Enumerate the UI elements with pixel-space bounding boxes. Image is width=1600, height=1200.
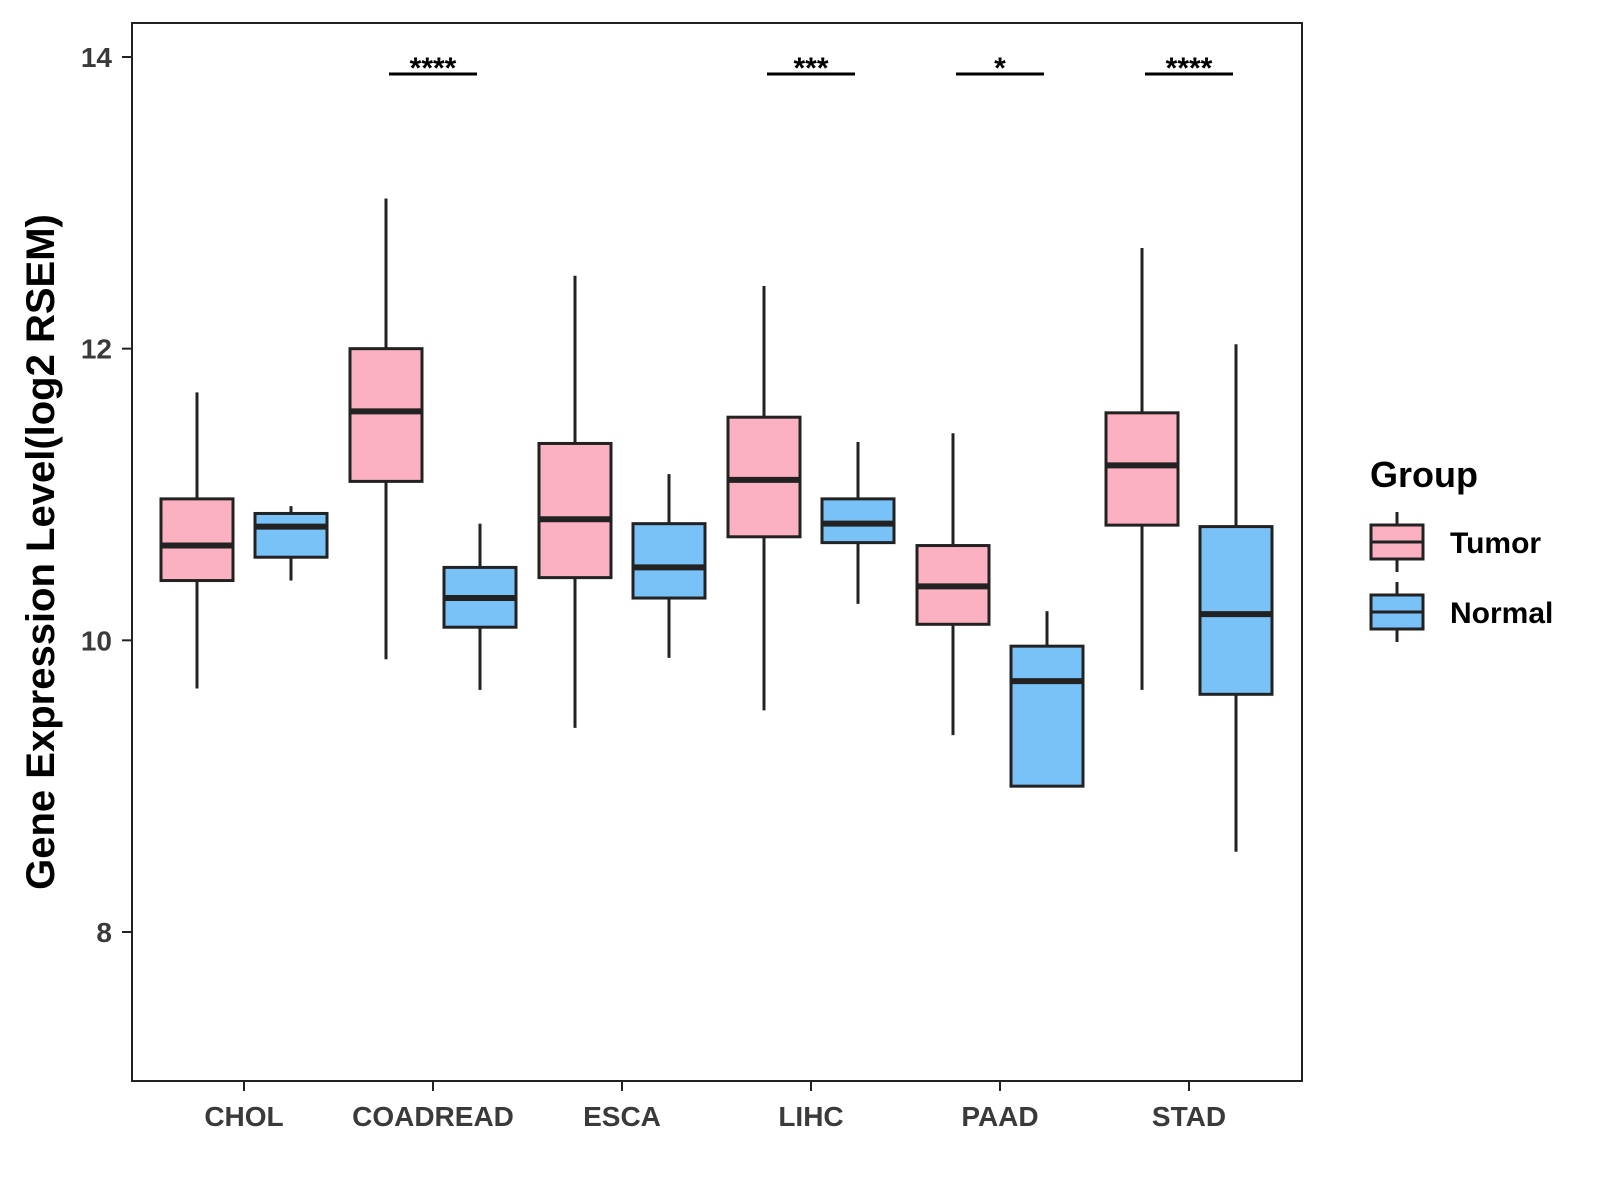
y-axis: 8 10 12 14 xyxy=(81,42,132,948)
box-layer xyxy=(159,198,1274,852)
legend-title: Group xyxy=(1370,454,1478,495)
box-iqr xyxy=(1009,644,1085,788)
y-tick-label: 10 xyxy=(81,625,112,656)
significance-label: * xyxy=(994,52,1006,85)
y-tick-label: 12 xyxy=(81,334,112,365)
box-normal-chol xyxy=(253,506,329,581)
significance-label: **** xyxy=(410,52,457,85)
box-iqr xyxy=(1104,411,1180,527)
box-iqr xyxy=(253,511,329,559)
box-tumor-coadread xyxy=(348,198,424,660)
box-tumor-esca xyxy=(537,275,613,728)
legend-item-tumor: Tumor xyxy=(1369,512,1541,572)
significance-annotations: **** *** * **** xyxy=(389,52,1233,85)
legend-label: Normal xyxy=(1450,597,1553,630)
y-tick-label: 8 xyxy=(96,917,112,948)
significance-label: *** xyxy=(793,52,828,85)
box-normal-coadread xyxy=(442,523,518,690)
y-axis-title: Gene Expression Level(log2 RSEM) xyxy=(19,214,63,890)
legend-label: Tumor xyxy=(1450,527,1541,560)
box-tumor-stad xyxy=(1104,248,1180,690)
x-tick-label: ESCA xyxy=(583,1101,661,1132)
x-tick-label: CHOL xyxy=(204,1101,283,1132)
box-iqr xyxy=(537,441,613,580)
x-tick-label: LIHC xyxy=(778,1101,843,1132)
box-iqr xyxy=(631,522,707,600)
box-tumor-chol xyxy=(159,392,235,689)
x-axis: CHOL COADREAD ESCA LIHC PAAD STAD xyxy=(204,1081,1226,1132)
box-normal-stad xyxy=(1198,344,1274,852)
box-normal-esca xyxy=(631,474,707,658)
box-tumor-paad xyxy=(915,433,991,736)
legend: Group Tumor Normal xyxy=(1369,454,1553,642)
box-normal-lihc xyxy=(820,442,896,604)
x-tick-label: COADREAD xyxy=(352,1101,514,1132)
box-iqr xyxy=(1198,525,1274,696)
box-tumor-lihc xyxy=(726,285,802,711)
significance-label: **** xyxy=(1166,52,1213,85)
box-normal-paad xyxy=(1009,611,1085,788)
legend-item-normal: Normal xyxy=(1369,582,1553,642)
box-iqr xyxy=(348,347,424,483)
x-tick-label: STAD xyxy=(1152,1101,1226,1132)
box-iqr xyxy=(159,497,235,583)
x-tick-label: PAAD xyxy=(961,1101,1038,1132)
y-tick-label: 14 xyxy=(81,42,113,73)
